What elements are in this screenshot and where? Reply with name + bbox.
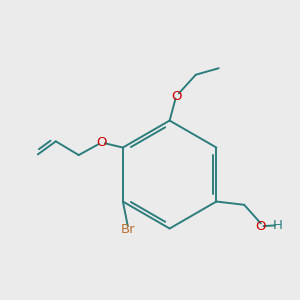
- Text: H: H: [273, 219, 283, 232]
- Text: O: O: [255, 220, 266, 232]
- Text: Br: Br: [121, 223, 135, 236]
- Text: O: O: [96, 136, 107, 149]
- Text: O: O: [171, 89, 181, 103]
